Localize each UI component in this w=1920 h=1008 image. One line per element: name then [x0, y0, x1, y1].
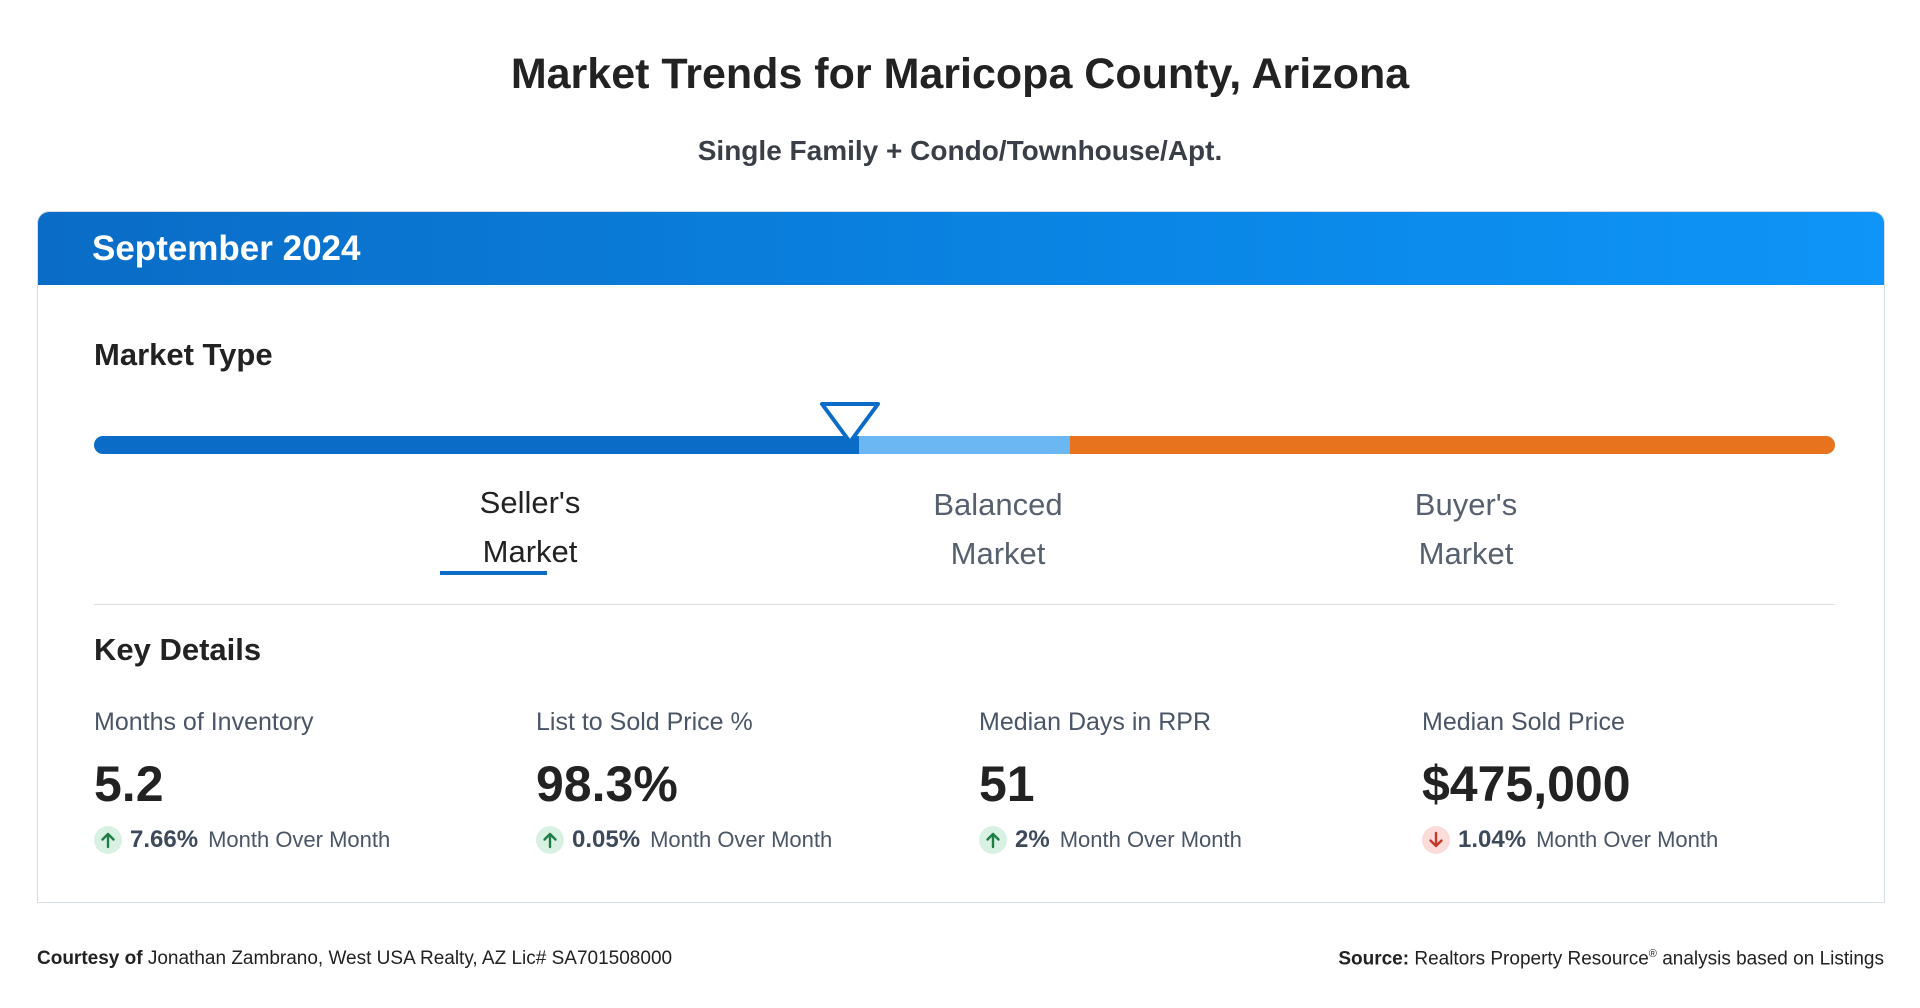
market-type-heading: Market Type [94, 337, 273, 372]
courtesy-label: Courtesy of [37, 948, 143, 969]
buyer-market-label: Buyer's Market [1366, 480, 1566, 578]
metric-change-percent: 1.04% [1458, 826, 1527, 853]
buyer-market-line2: Market [1418, 536, 1514, 571]
metric-name: Median Days in RPR [979, 708, 1212, 736]
section-divider [94, 604, 1835, 605]
arrow-up-icon [94, 826, 122, 854]
metric-list-to-sold-price: List to Sold Price % 98.3% 0.05% Month O… [536, 708, 956, 854]
key-details-heading: Key Details [94, 632, 262, 667]
arrow-down-icon [1422, 826, 1450, 854]
metric-change: 2% Month Over Month [979, 826, 1399, 854]
metric-change: 7.66% Month Over Month [94, 826, 514, 854]
balanced-market-bar [859, 436, 1070, 454]
metric-change-text: Month Over Month [1059, 827, 1242, 852]
page-title: Market Trends for Maricopa County, Arizo… [510, 50, 1410, 98]
market-card: September 2024 Market Type Seller's Mark… [37, 211, 1885, 903]
metric-change-text: Month Over Month [650, 827, 833, 852]
courtesy-text: Jonathan Zambrano, West USA Realty, AZ L… [147, 948, 673, 969]
metric-value: 51 [979, 756, 1035, 812]
market-pointer-icon [820, 402, 880, 444]
buyer-market-line1: Buyer's [1414, 487, 1518, 522]
metric-value: 5.2 [94, 756, 164, 812]
metric-change-percent: 2% [1015, 826, 1050, 853]
metric-change-percent: 0.05% [572, 826, 641, 853]
page-subtitle: Single Family + Condo/Townhouse/Apt. [697, 135, 1223, 166]
seller-market-bar [94, 436, 859, 454]
metric-change: 0.05% Month Over Month [536, 826, 956, 854]
metric-median-days-in-rpr: Median Days in RPR 51 2% Month Over Mont… [979, 708, 1399, 854]
arrow-up-icon [979, 826, 1007, 854]
seller-market-line2: Market [482, 534, 578, 569]
source-text: Realtors Property Resource [1414, 948, 1649, 970]
metric-value: 98.3% [536, 756, 678, 812]
source-label: Source: [1338, 948, 1410, 970]
buyer-market-bar [1070, 436, 1835, 454]
metric-name: List to Sold Price % [536, 708, 753, 736]
balanced-market-label: Balanced Market [898, 480, 1098, 578]
footer-source: Source: Realtors Property Resource® anal… [1338, 948, 1884, 970]
selected-market-underline [440, 571, 547, 575]
metric-median-sold-price: Median Sold Price $475,000 1.04% Month O… [1422, 708, 1842, 854]
balanced-market-line2: Market [950, 536, 1046, 571]
footer-courtesy: Courtesy of Jonathan Zambrano, West USA … [37, 948, 672, 970]
registered-mark: ® [1648, 948, 1657, 960]
metric-name: Median Sold Price [1422, 708, 1625, 736]
metric-change-text: Month Over Month [208, 827, 391, 852]
card-header: September 2024 [38, 212, 1884, 285]
seller-market-line1: Seller's [479, 485, 581, 520]
metric-change-percent: 7.66% [130, 826, 199, 853]
metric-change-text: Month Over Month [1536, 827, 1719, 852]
metric-name: Months of Inventory [94, 708, 314, 736]
arrow-up-icon [536, 826, 564, 854]
seller-market-label: Seller's Market [430, 478, 630, 576]
balanced-market-line1: Balanced [933, 487, 1063, 522]
metric-change: 1.04% Month Over Month [1422, 826, 1842, 854]
period-label: September 2024 [92, 228, 361, 268]
metric-value: $475,000 [1422, 756, 1631, 812]
source-suffix: analysis based on Listings [1662, 948, 1884, 970]
metric-months-of-inventory: Months of Inventory 5.2 7.66% Month Over… [94, 708, 514, 854]
